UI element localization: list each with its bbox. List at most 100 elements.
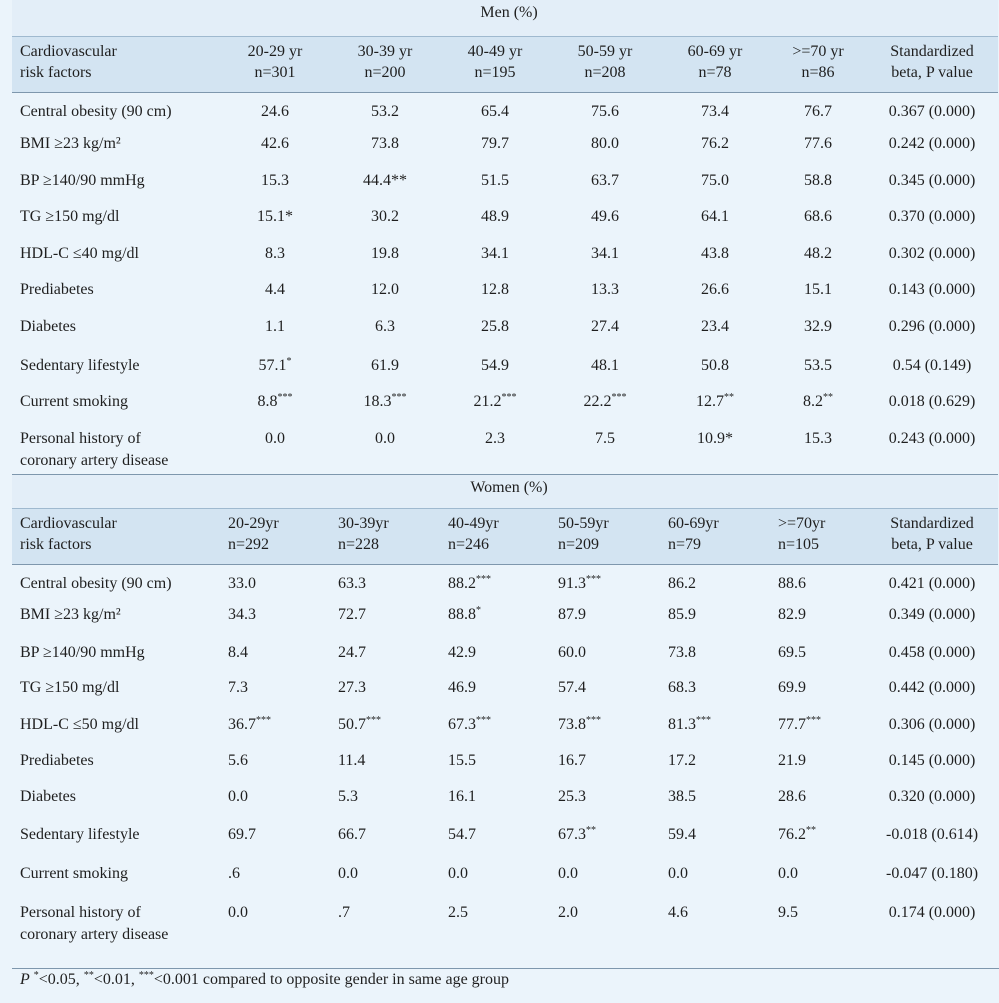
age-range: >=70yr <box>778 514 826 532</box>
value: 36.7 <box>228 716 256 733</box>
label-line: Current smoking <box>20 393 128 410</box>
value: 80.0 <box>591 135 619 152</box>
value: 5.3 <box>338 788 358 805</box>
value-cell: 88.2*** <box>440 563 550 600</box>
beta-cell: -0.047 (0.180) <box>886 865 979 882</box>
value: 15.3 <box>804 430 832 447</box>
value-cell: 0.0 <box>220 782 330 820</box>
column-header-row: Cardiovascular risk factors 20-29yr n=292 30… <box>12 508 999 564</box>
label-line: Diabetes <box>20 318 76 335</box>
value: 2.5 <box>448 904 468 921</box>
value: 23.4 <box>701 318 729 335</box>
value-cell: 7.3 <box>220 673 330 710</box>
value-cell: 68.3 <box>660 673 770 710</box>
risk-factor-label: Personal history of coronary artery disea… <box>12 898 220 946</box>
value: 73.8 <box>371 135 399 152</box>
value-cell: 0.0 <box>330 424 440 474</box>
value-cell: 15.3 <box>220 166 330 202</box>
beta-cell: 0.442 (0.000) <box>888 679 976 696</box>
value-cell: 69.7 <box>220 820 330 859</box>
value: 76.2 <box>701 135 729 152</box>
risk-factor-label: Diabetes <box>12 782 220 820</box>
value-cell: 0.0 <box>220 898 330 946</box>
value-cell: 4.4 <box>220 275 330 312</box>
value-cell: 16.7 <box>550 746 660 782</box>
value: 13.3 <box>591 281 619 298</box>
value: 79.7 <box>481 135 509 152</box>
value: 7.3 <box>228 679 248 696</box>
beta-cell: 0.54 (0.149) <box>892 357 972 374</box>
beta-cell: 0.367 (0.000) <box>866 91 999 129</box>
header-line: Standardized <box>890 42 974 60</box>
table-row: Personal history of coronary artery disea… <box>12 424 998 474</box>
beta-cell: 0.458 (0.000) <box>888 644 976 661</box>
value-cell: 7.5 <box>550 424 660 474</box>
significance-mark: * <box>286 356 292 367</box>
sample-size: n=209 <box>558 535 600 553</box>
table-row: BMI ≥23 kg/m² 42.6 73.8 79.7 80.0 76.2 77.6 0.2… <box>12 129 998 166</box>
beta-cell: 0.243 (0.000) <box>888 430 976 447</box>
value: 42.9 <box>448 644 476 661</box>
table-row: Diabetes 0.0 5.3 16.1 25.3 38.5 28.6 0.320 (0.0… <box>12 782 998 820</box>
value-cell: 88.6 <box>770 563 866 600</box>
header-age-group: 20-29yr n=292 <box>220 508 330 564</box>
value-cell: 27.3 <box>330 673 440 710</box>
table-row: Current smoking .6 0.0 0.0 0.0 0.0 0.0 -0.047 (… <box>12 859 998 898</box>
risk-factor-label: Sedentary lifestyle <box>12 820 220 859</box>
risk-factor-label: TG ≥150 mg/dl <box>12 673 220 710</box>
sample-size: n=78 <box>698 63 732 81</box>
beta-cell: 0.302 (0.000) <box>888 245 976 262</box>
label-line: Personal history of <box>20 430 141 447</box>
value-cell: 76.2** <box>770 820 866 859</box>
risk-factor-label: BP ≥140/90 mmHg <box>12 166 220 202</box>
age-range: 30-39 yr <box>357 42 413 60</box>
header-age-group: 20-29 yr n=301 <box>220 36 330 92</box>
label-line: HDL-C ≤40 mg/dl <box>20 245 139 262</box>
value-cell: 15.1* <box>220 202 330 239</box>
value: 4.4 <box>265 281 285 298</box>
value-cell: 34.3 <box>220 600 330 638</box>
value-cell: 6.3 <box>330 312 440 351</box>
value: 73.4 <box>701 102 729 120</box>
value: 2.3 <box>485 430 505 447</box>
age-range: 30-39yr <box>338 514 389 532</box>
value-cell: 1.1 <box>220 312 330 351</box>
value: 15.3 <box>261 172 289 189</box>
header-line: beta, P value <box>891 63 973 81</box>
beta-cell: 0.345 (0.000) <box>888 172 976 189</box>
value: 67.3 <box>448 716 476 733</box>
risk-factor-label: Prediabetes <box>12 746 220 782</box>
value-cell: 76.2 <box>660 129 770 166</box>
value: 28.6 <box>778 788 806 805</box>
value: 88.2 <box>448 574 476 592</box>
header-age-group: 50-59 yr n=208 <box>550 36 660 92</box>
beta-cell: 0.143 (0.000) <box>888 281 976 298</box>
sample-size: n=195 <box>474 63 516 81</box>
value: 2.0 <box>558 904 578 921</box>
risk-factor-label: Current smoking <box>12 387 220 424</box>
label-line: Sedentary lifestyle <box>20 357 140 374</box>
value-cell: 28.6 <box>770 782 866 820</box>
label-line: Current smoking <box>20 865 128 882</box>
value: 15.1* <box>257 208 293 225</box>
table-row: Personal history of coronary artery disea… <box>12 898 998 946</box>
value-cell: 33.0 <box>220 563 330 600</box>
value: 10.9* <box>697 430 733 447</box>
value-cell: 54.7 <box>440 820 550 859</box>
header-age-group: >=70 yr n=86 <box>770 36 866 92</box>
value: 26.6 <box>701 281 729 298</box>
value: 34.3 <box>228 606 256 623</box>
value: 8.8 <box>257 393 278 410</box>
footnote-mark-1: * <box>33 970 39 981</box>
value: 0.0 <box>338 865 358 882</box>
value-cell: 5.6 <box>220 746 330 782</box>
value: 87.9 <box>558 606 586 623</box>
value-cell: 58.8 <box>770 166 866 202</box>
column-header-row: Cardiovascular risk factors 20-29 yr n=301 3… <box>12 36 999 92</box>
label-line: TG ≥150 mg/dl <box>20 679 120 696</box>
header-age-group: 40-49yr n=246 <box>440 508 550 564</box>
header-line: Cardiovascular <box>20 42 117 60</box>
value: 42.6 <box>261 135 289 152</box>
significance-mark: *** <box>501 392 517 403</box>
table-row: TG ≥150 mg/dl 7.3 27.3 46.9 57.4 68.3 69.9 0.44… <box>12 673 998 710</box>
